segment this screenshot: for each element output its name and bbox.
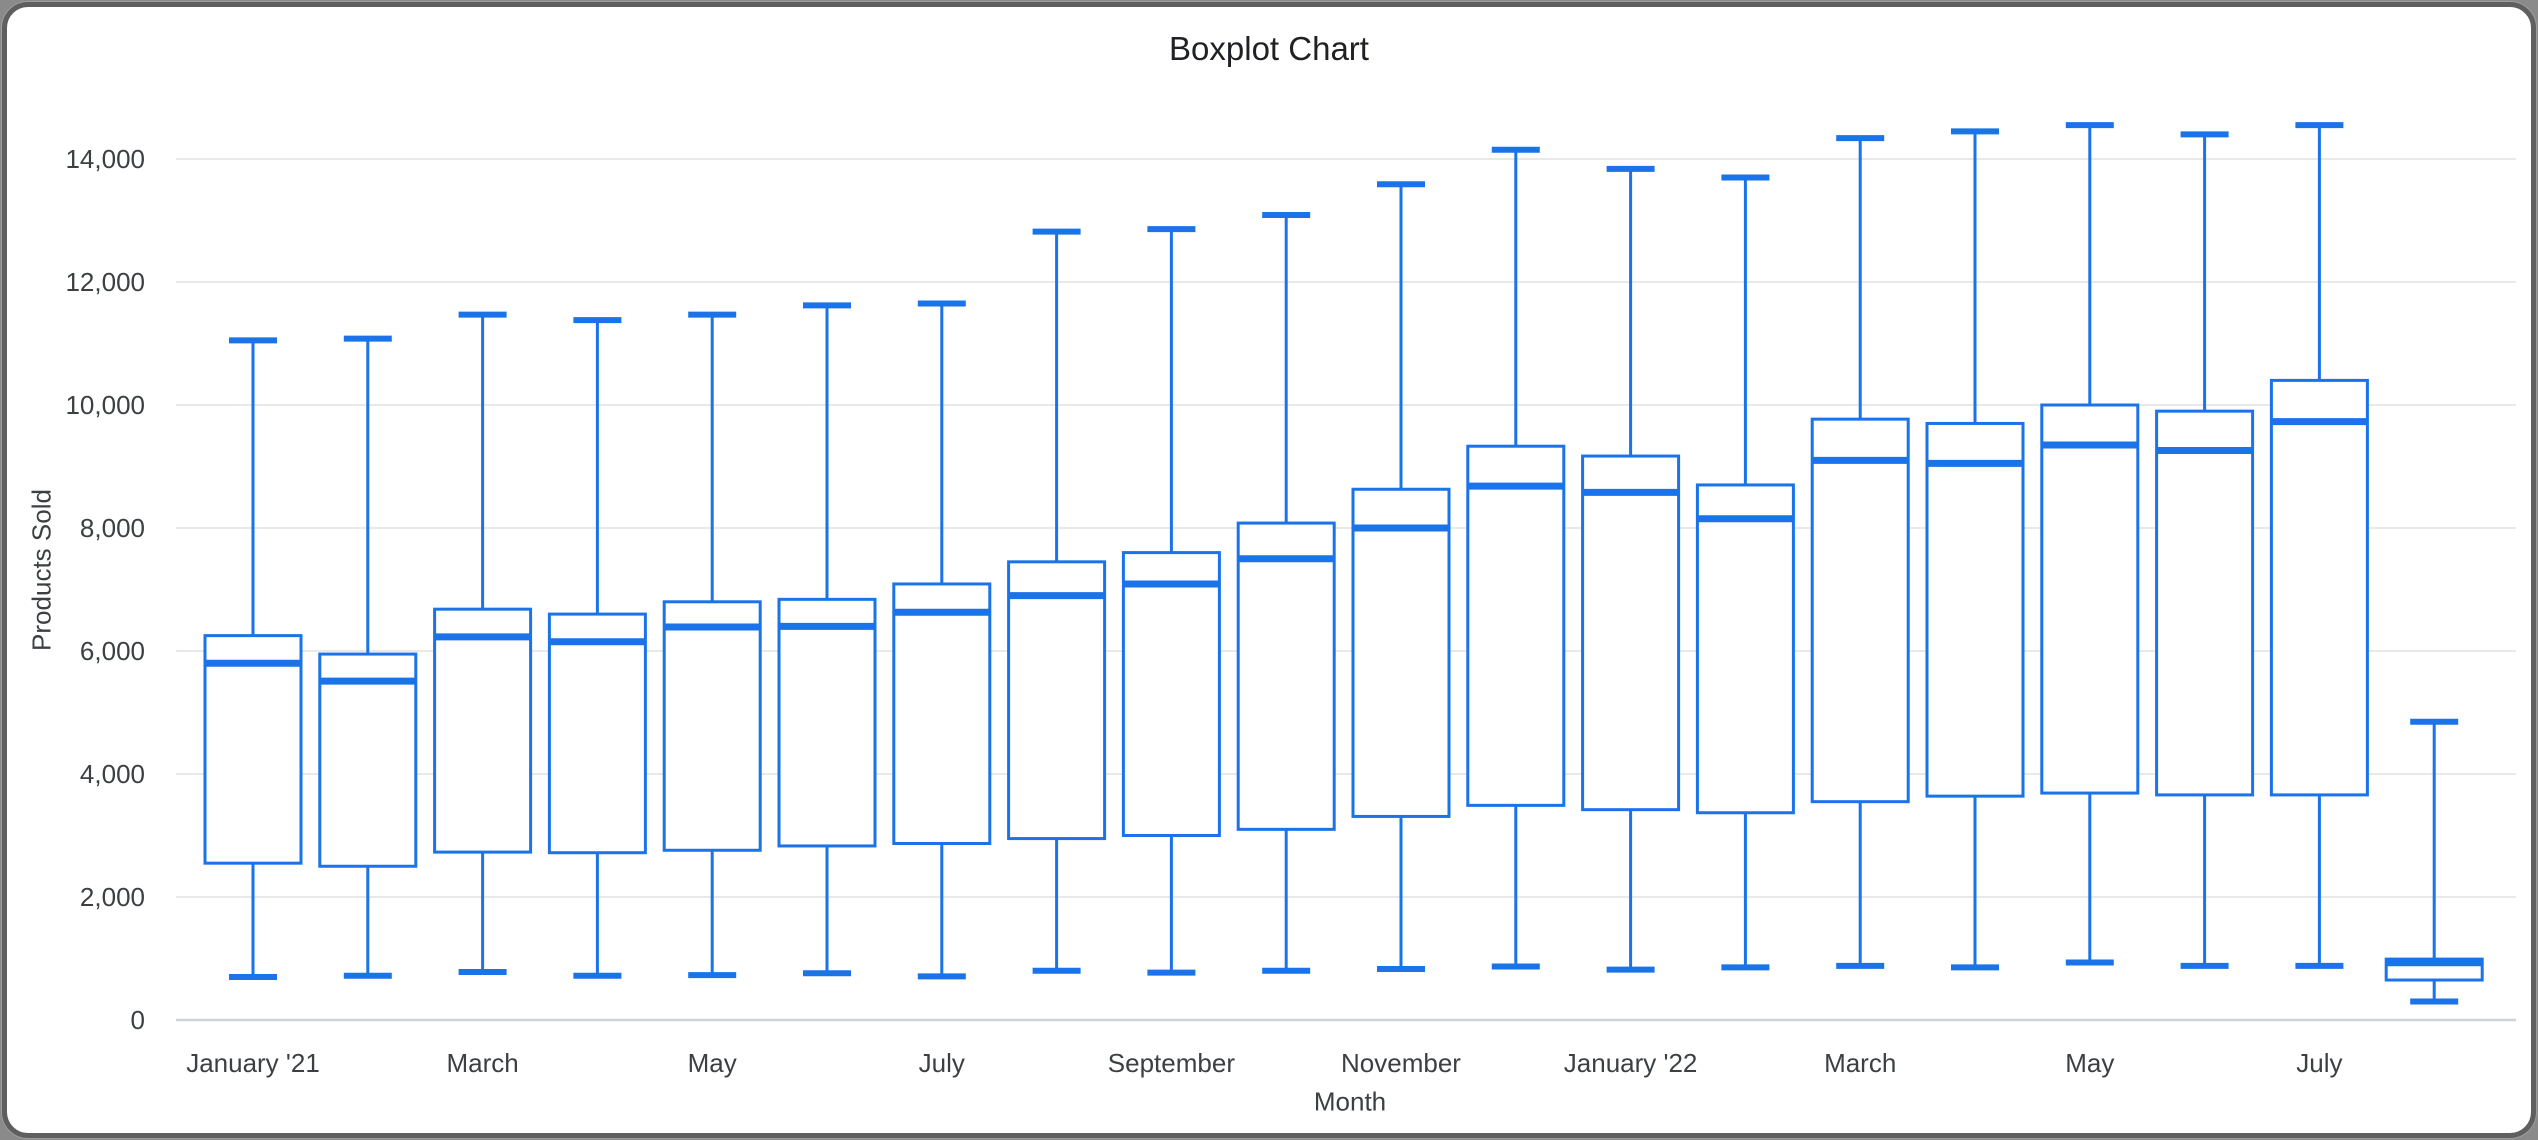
boxplot-april-21[interactable] xyxy=(547,317,647,979)
y-axis-title: Products Sold xyxy=(26,489,57,651)
x-tick-label: January '22 xyxy=(1564,1048,1698,1078)
x-tick-label: May xyxy=(688,1048,737,1078)
boxplot-may-22[interactable] xyxy=(2040,122,2140,966)
iqr-box xyxy=(1351,487,1451,818)
boxplot-january-22[interactable] xyxy=(1581,165,1681,973)
y-tick-label: 2,000 xyxy=(80,882,145,912)
boxplot-march-21[interactable] xyxy=(433,311,533,976)
y-tick-label: 8,000 xyxy=(80,513,145,543)
iqr-box xyxy=(318,652,418,868)
boxplot-october-21[interactable] xyxy=(1236,211,1336,974)
y-tick-label: 12,000 xyxy=(65,267,145,297)
iqr-box xyxy=(1810,417,1910,804)
iqr-box xyxy=(1236,521,1336,831)
x-tick-label: November xyxy=(1341,1048,1461,1078)
boxplot-august-21[interactable] xyxy=(1007,228,1107,974)
iqr-box xyxy=(1695,483,1795,815)
x-tick-label: May xyxy=(2065,1048,2114,1078)
boxplot-august-22[interactable] xyxy=(2384,718,2484,1005)
boxplot-december-21[interactable] xyxy=(1466,146,1566,970)
chart-title: Boxplot Chart xyxy=(1169,30,1369,67)
iqr-box xyxy=(777,597,877,848)
iqr-box xyxy=(1925,421,2025,798)
boxplot-september-21[interactable] xyxy=(1121,226,1221,976)
boxplot-march-22[interactable] xyxy=(1810,135,1910,969)
y-tick-label: 14,000 xyxy=(65,144,145,174)
boxplot-february-21[interactable] xyxy=(318,335,418,979)
x-axis-title: Month xyxy=(1313,1086,1387,1117)
boxplot-february-22[interactable] xyxy=(1695,174,1795,971)
boxplot-april-22[interactable] xyxy=(1925,128,2025,971)
y-tick-label: 4,000 xyxy=(80,759,145,789)
iqr-box xyxy=(2155,409,2255,797)
boxplot-july-21[interactable] xyxy=(892,300,992,980)
iqr-box xyxy=(1121,551,1221,837)
x-tick-label: July xyxy=(919,1048,965,1078)
boxplot-june-21[interactable] xyxy=(777,302,877,977)
boxplot-may-21[interactable] xyxy=(662,311,762,979)
boxplot-january-21[interactable] xyxy=(203,337,303,980)
iqr-box xyxy=(1007,560,1107,841)
y-tick-label: 0 xyxy=(131,1005,145,1035)
iqr-box xyxy=(547,612,647,855)
boxplot-july-22[interactable] xyxy=(2269,122,2369,969)
boxplot-june-22[interactable] xyxy=(2155,131,2255,969)
iqr-box xyxy=(662,600,762,852)
x-tick-label: March xyxy=(446,1048,518,1078)
iqr-box xyxy=(433,607,533,854)
boxplot-november-21[interactable] xyxy=(1351,181,1451,972)
iqr-box xyxy=(1581,454,1681,812)
iqr-box xyxy=(1466,444,1566,807)
x-tick-label: September xyxy=(1108,1048,1236,1078)
x-tick-label: January '21 xyxy=(186,1048,320,1078)
x-tick-label: July xyxy=(2296,1048,2342,1078)
y-tick-label: 10,000 xyxy=(65,390,145,420)
iqr-box xyxy=(2040,403,2140,795)
iqr-box xyxy=(2269,378,2369,797)
iqr-box xyxy=(203,634,303,865)
x-tick-label: March xyxy=(1824,1048,1896,1078)
y-tick-label: 6,000 xyxy=(80,636,145,666)
iqr-box xyxy=(892,582,992,845)
